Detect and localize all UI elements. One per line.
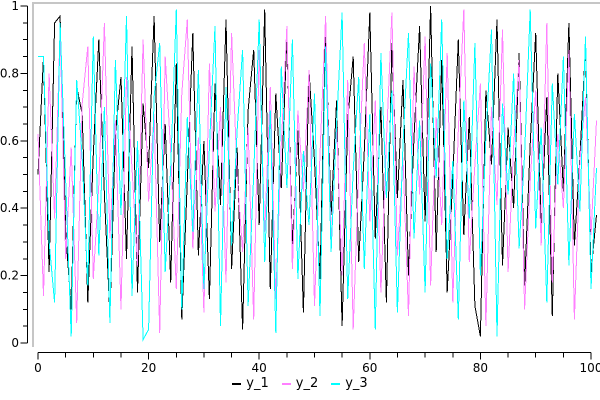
plot-border bbox=[32, 2, 600, 347]
legend-item-y2: y_2 bbox=[281, 376, 319, 391]
legend-label-y3: y_3 bbox=[345, 376, 368, 391]
series-line-y_2 bbox=[37, 9, 597, 333]
legend-label-y1: y_1 bbox=[246, 376, 269, 391]
y-tick-label: 0.8 bbox=[0, 66, 19, 80]
series-line-y_3 bbox=[38, 9, 597, 342]
y-tick-label: 1 bbox=[11, 0, 19, 13]
legend-item-y3: y_3 bbox=[331, 376, 368, 391]
y-tick-label: 0.4 bbox=[0, 201, 19, 215]
x-tick-label: 80 bbox=[473, 361, 488, 375]
x-tick-label: 0 bbox=[34, 361, 42, 375]
legend-line-sample-y2 bbox=[281, 382, 291, 385]
x-tick-label: 40 bbox=[252, 361, 267, 375]
x-tick-label: 100 bbox=[580, 361, 600, 375]
x-tick-label: 60 bbox=[362, 361, 377, 375]
y-tick-label: 0 bbox=[11, 336, 19, 350]
legend-line-sample-y3 bbox=[331, 382, 341, 385]
legend-line-sample-y1 bbox=[232, 382, 242, 385]
x-tick-label: 20 bbox=[141, 361, 156, 375]
legend: y_1 y_2 y_3 bbox=[0, 376, 600, 391]
y-tick-label: 0.2 bbox=[0, 269, 19, 283]
legend-item-y1: y_1 bbox=[232, 376, 269, 391]
legend-label-y2: y_2 bbox=[295, 376, 319, 391]
y-tick-label: 0.6 bbox=[0, 134, 19, 148]
